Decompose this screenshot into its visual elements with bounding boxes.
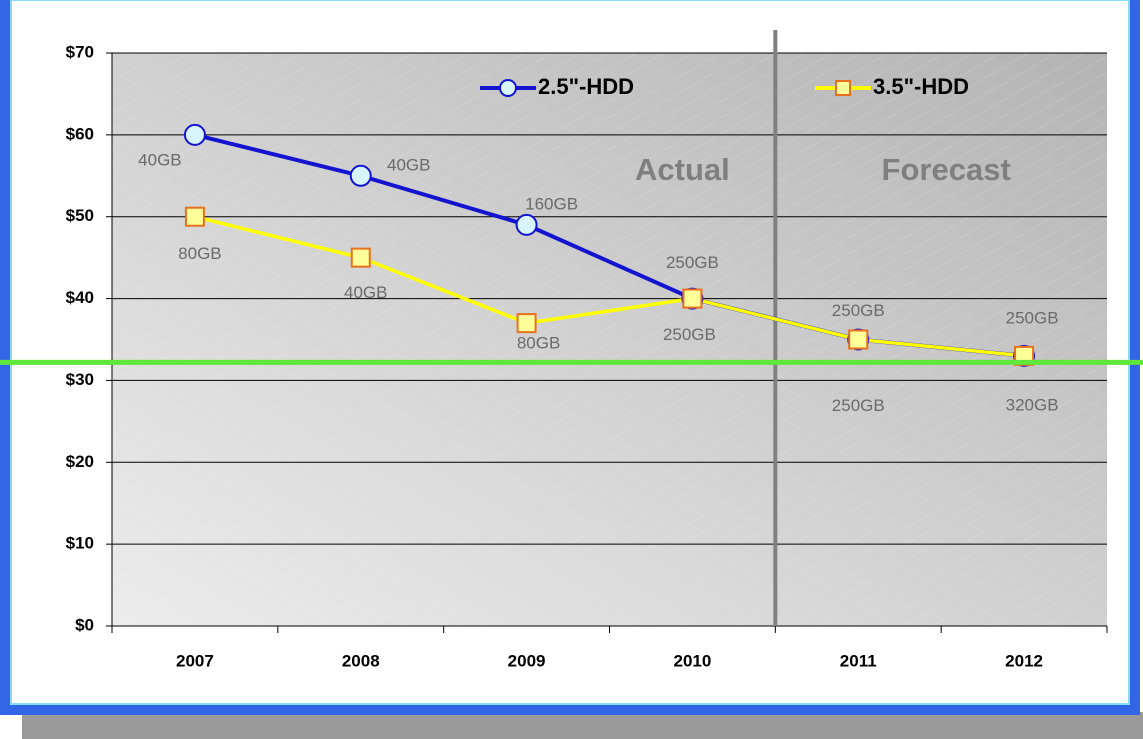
point-label: 80GB: [517, 334, 560, 353]
series-line: [194, 215, 1025, 358]
legend-label: 2.5"-HDD: [538, 74, 634, 99]
point-label: 320GB: [1006, 395, 1059, 414]
x-tick-label: 2008: [342, 651, 380, 670]
legend-marker: [499, 79, 517, 97]
y-tick-label: $70: [66, 42, 94, 61]
point: [350, 247, 371, 268]
point-label: 250GB: [663, 325, 716, 344]
point: [516, 313, 537, 334]
x-tick-label: 2012: [1005, 651, 1043, 670]
point: [184, 206, 205, 227]
x-tick-label: 2011: [840, 651, 877, 670]
annotation: Forecast: [882, 152, 1011, 187]
y-tick-label: $60: [66, 124, 94, 143]
x-tick-label: 2009: [508, 651, 546, 670]
frame-shadow: [22, 712, 1143, 739]
point-label: 250GB: [666, 253, 719, 272]
point-label: 40GB: [387, 155, 430, 174]
legend-marker: [835, 80, 851, 96]
point: [682, 288, 703, 309]
x-tick-label: 2010: [674, 651, 712, 670]
point-label: 40GB: [138, 150, 181, 169]
point-label: 160GB: [525, 194, 578, 213]
y-tick-label: $10: [66, 534, 94, 553]
y-tick-label: $40: [66, 288, 94, 307]
y-tick-label: $50: [66, 206, 94, 225]
point-label: 80GB: [178, 244, 221, 263]
x-tick-label: 2007: [176, 651, 214, 670]
point-label: 250GB: [832, 396, 885, 415]
annotation: Actual: [635, 152, 730, 187]
point-label: 250GB: [1006, 308, 1059, 327]
y-tick-label: $30: [66, 370, 94, 389]
point: [183, 123, 206, 146]
frame-inner: [10, 0, 1130, 705]
plot-hatch: [112, 53, 1107, 626]
point: [515, 213, 538, 236]
point: [349, 164, 372, 187]
point-label: 250GB: [832, 301, 885, 320]
point: [848, 329, 869, 350]
y-tick-label: $20: [66, 452, 94, 471]
y-tick-label: $0: [75, 615, 94, 634]
point-label: 40GB: [344, 283, 387, 302]
legend-label: 3.5"-HDD: [873, 74, 969, 99]
